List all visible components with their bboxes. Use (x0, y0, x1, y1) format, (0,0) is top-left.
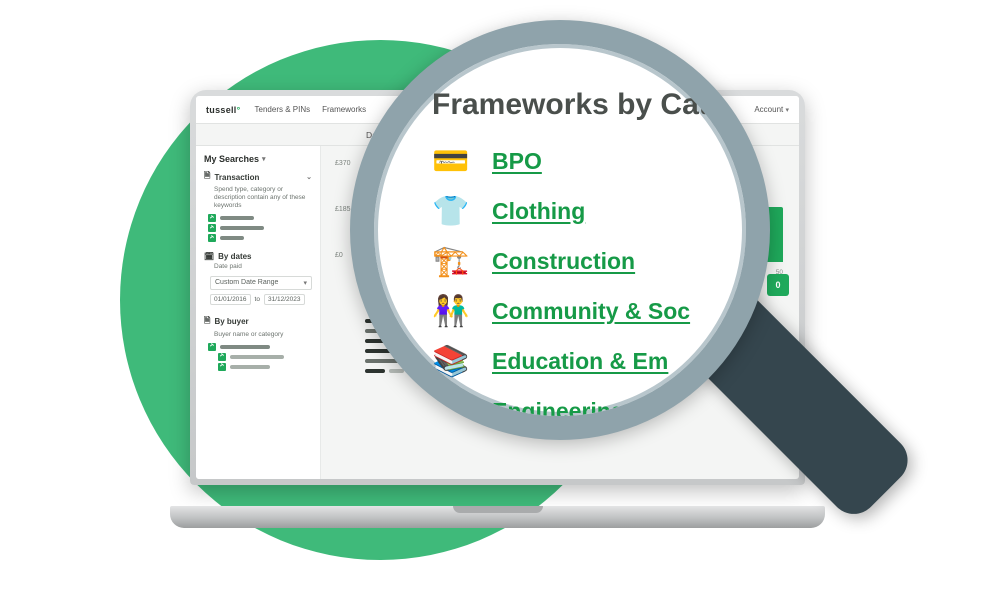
filter-sidebar: My Searches ▾ 🗎 Transaction ⌄ Spend type… (196, 146, 321, 479)
y-axis-label: £0 (335, 252, 343, 259)
category-icon: 📚 (432, 344, 470, 379)
check-icon[interactable] (218, 353, 226, 361)
category-row[interactable]: 👷 Engineering (432, 386, 716, 436)
nav-tenders[interactable]: Tenders & PINs (255, 105, 311, 114)
framework-count-button[interactable]: 0 (767, 274, 789, 296)
y-axis-label: £370 (335, 160, 351, 167)
category-icon: 👕 (432, 194, 470, 229)
magnifier-lens: Frameworks by Cate 💳 BPO 👕 Clothing 🏗️ Constr… (350, 20, 770, 440)
category-link[interactable]: Engineering (492, 398, 625, 425)
y-axis-label: £185 (335, 206, 351, 213)
calendar-icon: 🗓 (204, 252, 214, 261)
category-link[interactable]: Education & Em (492, 348, 668, 375)
category-row[interactable]: 📚 Education & Em (432, 336, 716, 386)
buyer-icon: 🗎 (204, 315, 210, 329)
category-link[interactable]: BPO (492, 148, 542, 175)
filter-transaction: 🗎 Transaction ⌄ Spend type, category or … (204, 170, 312, 242)
filter-dates: 🗓 By dates Date paid Custom Date Range▾ … (204, 252, 312, 304)
date-range-select[interactable]: Custom Date Range▾ (210, 276, 312, 290)
check-icon[interactable] (208, 214, 216, 222)
brand-logo: tussell° (206, 105, 241, 115)
check-icon[interactable] (218, 363, 226, 371)
frameworks-title: Frameworks by Cate (432, 88, 716, 122)
check-icon[interactable] (208, 343, 216, 351)
category-icon: 👫 (432, 294, 470, 329)
laptop-base (170, 506, 825, 528)
doc-icon: 🗎 (204, 170, 210, 184)
sidebar-heading[interactable]: My Searches ▾ (204, 154, 312, 164)
category-icon: 👷 (432, 394, 470, 429)
check-icon[interactable] (208, 224, 216, 232)
date-to[interactable]: 31/12/2023 (264, 294, 305, 305)
magnifier: Frameworks by Cate 💳 BPO 👕 Clothing 🏗️ Constr… (350, 20, 770, 440)
category-link[interactable]: Construction (492, 248, 635, 275)
date-from[interactable]: 01/01/2016 (210, 294, 251, 305)
category-link[interactable]: Community & Soc (492, 298, 690, 325)
category-icon: 🏗️ (432, 244, 470, 279)
check-icon[interactable] (208, 234, 216, 242)
filter-buyer: 🗎 By buyer Buyer name or category (204, 315, 312, 371)
category-link[interactable]: Clothing (492, 198, 585, 225)
category-row[interactable]: 💳 BPO (432, 136, 716, 186)
category-row[interactable]: 👕 Clothing (432, 186, 716, 236)
category-row[interactable]: 👫 Community & Soc (432, 286, 716, 336)
category-row[interactable]: 🏗️ Construction (432, 236, 716, 286)
category-icon: 💳 (432, 144, 470, 179)
